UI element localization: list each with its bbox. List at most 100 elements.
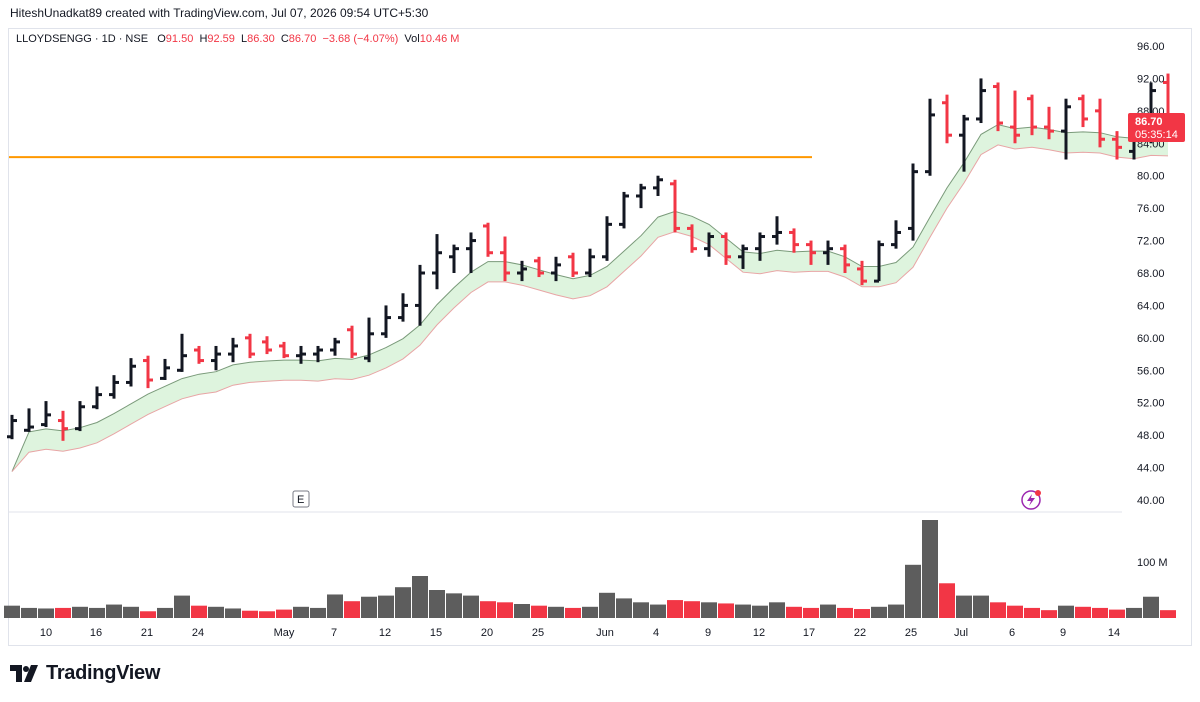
volume-bar xyxy=(191,605,207,618)
volume-bar xyxy=(735,604,751,618)
ohlc-bar xyxy=(330,337,340,356)
time-axis[interactable]: 10 16 21 24 May 7 12 15 20 25 Jun 4 9 12 17 22 25 Jul 6 9 14 xyxy=(40,627,1120,639)
volume-bar xyxy=(1024,607,1040,618)
close-value: 86.70 xyxy=(288,33,317,45)
earnings-marker-label: E xyxy=(297,494,304,506)
volume-bar xyxy=(599,592,615,618)
ohlc-bar xyxy=(415,264,425,326)
volume-bar xyxy=(361,596,377,618)
volume-bar xyxy=(837,607,853,618)
time-tick-label: 7 xyxy=(331,627,337,639)
high-label: H xyxy=(199,33,208,45)
low-label: L xyxy=(241,33,248,45)
volume-bar xyxy=(769,602,785,618)
volume-bar xyxy=(21,607,37,618)
volume-bar xyxy=(752,605,768,618)
volume-bar xyxy=(905,564,921,618)
ohlc-bar xyxy=(143,355,153,389)
ohlc-bar xyxy=(908,163,918,241)
price-tick-label: 68.00 xyxy=(1137,268,1165,280)
volume-bar xyxy=(208,606,224,618)
ohlc-bar xyxy=(92,386,102,410)
volume-bar xyxy=(412,576,428,618)
time-tick-label: 25 xyxy=(532,627,544,639)
volume-bar xyxy=(803,607,819,618)
volume-bar xyxy=(939,583,955,618)
ohlc-bar xyxy=(449,244,459,273)
volume-bar xyxy=(888,604,904,618)
envelope-band xyxy=(12,124,1168,472)
volume-bar xyxy=(616,598,632,618)
symbol-label[interactable]: LLOYDSENGG · 1D · NSE xyxy=(16,33,149,45)
volume-bar xyxy=(4,605,20,618)
volume-bar xyxy=(310,607,326,618)
ohlc-bar xyxy=(1010,90,1020,144)
ohlc-bar xyxy=(976,78,986,124)
tradingview-logo[interactable]: TradingView xyxy=(10,662,160,685)
volume-bar xyxy=(123,606,139,618)
ohlc-bar xyxy=(466,232,476,273)
ohlc-bar xyxy=(126,358,136,387)
ohlc-bar xyxy=(721,232,731,265)
tradingview-logo-text: TradingView xyxy=(46,662,161,684)
volume-bar xyxy=(1143,596,1159,618)
time-tick-label: 12 xyxy=(379,627,391,639)
price-tick-label: 80.00 xyxy=(1137,171,1165,183)
volume-bar xyxy=(242,610,258,618)
volume-bar xyxy=(684,601,700,618)
volume-bar xyxy=(718,603,734,618)
volume-bar xyxy=(157,607,173,618)
volume-bar xyxy=(565,607,581,618)
ohlc-bar xyxy=(483,222,493,257)
ohlc-bar xyxy=(636,183,646,209)
ohlc-bar xyxy=(891,220,901,249)
price-tick-label: 40.00 xyxy=(1137,495,1165,507)
symbol-legend: LLOYDSENGG · 1D · NSE O91.50 H92.59 L86.… xyxy=(16,33,459,45)
earnings-marker[interactable]: E xyxy=(292,490,310,508)
ohlc-bar xyxy=(364,317,374,363)
ohlc-bar xyxy=(585,248,595,278)
lightning-icon[interactable] xyxy=(1021,490,1041,510)
volume-bar xyxy=(548,606,564,618)
time-tick-label: 10 xyxy=(40,627,52,639)
volume-bar xyxy=(106,604,122,618)
ohlc-bar xyxy=(840,244,850,273)
volume-bar xyxy=(463,595,479,618)
tradingview-logo-icon xyxy=(10,664,38,682)
volume-bar xyxy=(956,595,972,618)
ohlc-bar xyxy=(211,345,221,371)
chart-frame xyxy=(8,28,1192,646)
ohlc-bar xyxy=(568,252,578,278)
volume-bar xyxy=(378,595,394,618)
price-tick-label: 96.00 xyxy=(1137,41,1165,53)
ohlc-bar xyxy=(245,333,255,359)
time-tick-label: Jun xyxy=(596,627,614,639)
price-badge-countdown: 05:35:14 xyxy=(1135,129,1178,141)
ohlc-bar xyxy=(296,345,306,364)
volume-bar xyxy=(990,602,1006,618)
price-badge-value: 86.70 xyxy=(1135,116,1163,128)
price-tick-label: 44.00 xyxy=(1137,463,1165,475)
volume-bar xyxy=(72,606,88,618)
ohlc-bar xyxy=(24,408,34,432)
time-tick-label: Jul xyxy=(954,627,968,639)
volume-bar xyxy=(89,607,105,618)
ohlc-bar xyxy=(874,240,884,283)
ohlc-bar xyxy=(500,236,510,282)
volume-bar xyxy=(1126,607,1142,618)
volume-bar xyxy=(701,602,717,618)
ohlc-bar xyxy=(772,216,782,245)
volume-bar xyxy=(395,587,411,618)
ohlc-bar xyxy=(534,256,544,278)
ohlc-bar xyxy=(58,410,68,441)
volume-bar xyxy=(174,595,190,618)
time-tick-label: 24 xyxy=(192,627,204,639)
time-tick-label: 6 xyxy=(1009,627,1015,639)
price-axis[interactable]: 96.0092.0088.0084.0080.0076.0072.0068.00… xyxy=(1137,41,1165,507)
price-tick-label: 56.00 xyxy=(1137,365,1165,377)
ohlc-bar xyxy=(228,337,238,363)
price-tick-label: 72.00 xyxy=(1137,236,1165,248)
volume-bar xyxy=(344,601,360,618)
change-value: −3.68 (−4.07%) xyxy=(322,33,399,45)
